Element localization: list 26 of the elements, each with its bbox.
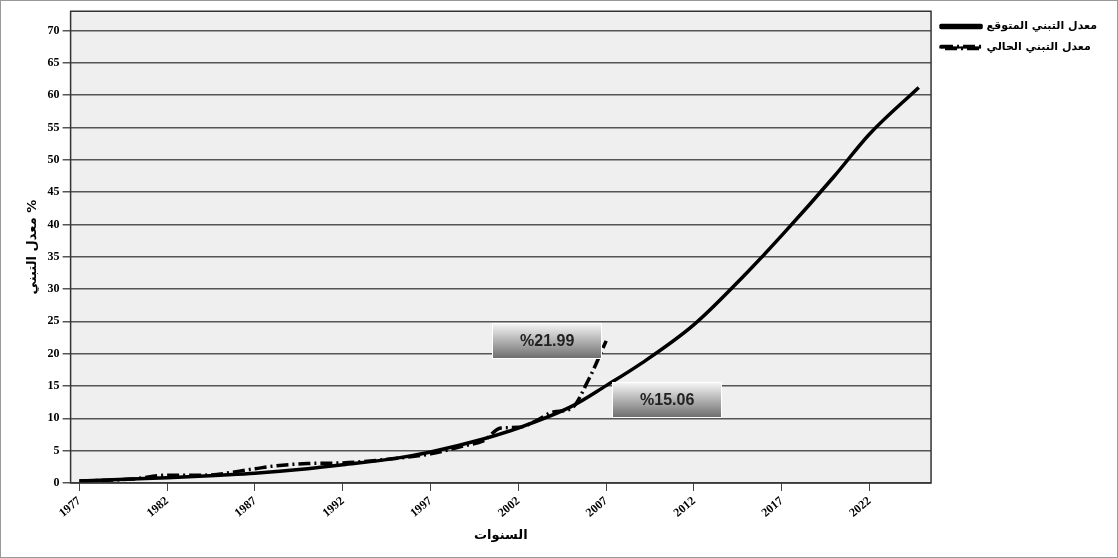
y-tick-label: 40 <box>47 216 60 231</box>
y-tick-label: 5 <box>53 442 60 457</box>
y-tick-label: 60 <box>47 87 60 102</box>
callout-box: %15.06 <box>612 381 723 418</box>
legend-label: معدل التبني المتوقع <box>986 19 1098 33</box>
x-tick-label: 2012 <box>670 493 698 520</box>
x-tick-label: 1982 <box>143 493 172 520</box>
y-tick-label: 45 <box>47 184 60 199</box>
legend-label: معدل التبني الحالي <box>986 40 1091 54</box>
y-axis-title: معدل التبني % <box>24 199 40 295</box>
y-tick-label: 20 <box>47 345 60 360</box>
x-tick-label: 1992 <box>319 493 347 520</box>
y-tick-label: 10 <box>47 410 60 425</box>
x-axis-title: السنوات <box>474 526 528 542</box>
y-tick-label: 65 <box>47 54 60 69</box>
y-tick-label: 55 <box>47 119 60 134</box>
y-tick-label: 35 <box>47 248 60 263</box>
y-tick-label: 30 <box>47 281 60 296</box>
y-tick-label: 0 <box>53 475 60 490</box>
x-tick-label: 2002 <box>494 493 523 520</box>
y-tick-label: 70 <box>47 22 60 37</box>
callout-box: %21.99 <box>492 322 603 359</box>
y-tick-label: 50 <box>47 151 60 166</box>
x-tick-label: 2022 <box>846 493 874 520</box>
y-tick-label: 15 <box>47 378 60 393</box>
y-tick-label: 25 <box>47 313 60 328</box>
